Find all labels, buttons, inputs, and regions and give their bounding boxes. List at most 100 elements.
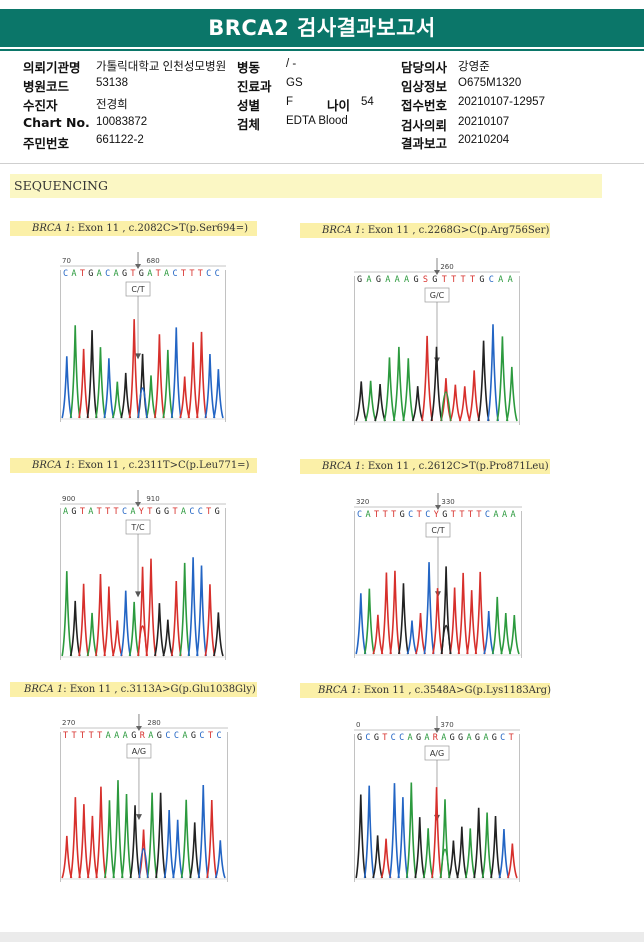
base-letter: C <box>399 733 404 743</box>
trace-peak <box>457 572 469 655</box>
trace-peak <box>468 370 481 422</box>
base-letter: T <box>80 731 85 741</box>
trace-peak <box>487 324 499 422</box>
base-letter: T <box>63 731 68 741</box>
base-letter: A <box>114 731 119 741</box>
variant-caption: BRCA 1: Exon 11 , c.3548A>G(p.Lys1183Arg… <box>300 683 551 698</box>
label-chart-no: Chart No. <box>23 115 90 130</box>
gene-name: BRCA 1 <box>32 223 72 234</box>
base-letter: T <box>80 507 85 517</box>
value-department: GS <box>286 77 303 89</box>
base-letter: A <box>441 733 446 743</box>
label-ward: 병동 <box>237 60 261 75</box>
trace-peak-secondary <box>440 848 450 879</box>
trace-peak <box>187 342 199 419</box>
scale-label-mid: 260 <box>440 263 453 271</box>
base-letter: T <box>172 507 177 517</box>
trace-peak <box>204 354 216 419</box>
trace-peak <box>440 378 452 422</box>
trace-peak <box>112 780 124 879</box>
trace-peak <box>197 785 209 879</box>
trace-peak <box>162 349 174 419</box>
trace-peak <box>414 817 426 879</box>
base-letter: T <box>198 269 203 279</box>
variant-desc: : Exon 11 , c.3548A>G(p.Lys1183Arg) <box>357 685 551 696</box>
base-letter: C <box>391 733 396 743</box>
trace-peak <box>121 793 132 879</box>
base-letter: T <box>459 510 464 520</box>
trace-peak <box>212 612 224 657</box>
base-letter: A <box>424 733 429 743</box>
base-letter: T <box>451 275 456 285</box>
trace-peak-secondary <box>137 387 148 419</box>
base-letter: T <box>89 731 94 741</box>
base-letter: A <box>408 733 413 743</box>
base-letter: C <box>63 269 68 279</box>
value-receipt-number: 20210107-12957 <box>458 96 545 108</box>
header-rule <box>0 49 644 51</box>
trace-peak <box>491 596 503 655</box>
base-letter: T <box>442 275 447 285</box>
value-requesting-institution: 가톨릭대학교 인천성모병원 <box>96 61 227 73</box>
variant-desc: : Exon 11 , c.2082C>T(p.Ser694=) <box>71 223 249 234</box>
base-letter: T <box>80 269 85 279</box>
trace-peak <box>431 787 442 879</box>
trace-peak <box>363 785 375 879</box>
trace-peak <box>120 590 132 657</box>
base-letter: G <box>157 731 162 741</box>
trace-peak <box>397 797 409 879</box>
base-letter: T <box>383 510 388 520</box>
gene-name: BRCA 1 <box>318 685 358 696</box>
base-letter: A <box>147 269 152 279</box>
label-test-requested: 검사의뢰 <box>401 118 448 133</box>
trace-peak <box>189 822 201 879</box>
base-letter: A <box>483 733 488 743</box>
label-resident-number: 주민번호 <box>23 136 70 151</box>
gene-name: BRCA 1 <box>32 460 72 471</box>
chromatogram: 0 370 G C G T C C A G A R A G G A G A G C T A/G <box>354 716 520 882</box>
base-letter: G <box>215 507 220 517</box>
label-result-report: 결과보고 <box>401 136 448 151</box>
base-letter: T <box>509 733 514 743</box>
base-letter: C <box>216 731 221 741</box>
chromatogram: 320 330 C A T T T G C T C Y G T T T T C A A A C/T <box>354 493 522 658</box>
variant-caption: BRCA 1: Exon 11 , c.2268G>C(p.Arg756Ser) <box>300 223 550 238</box>
trace-peak <box>120 372 132 419</box>
base-letter: G <box>191 731 196 741</box>
label-receipt-number: 접수번호 <box>401 98 448 113</box>
trace-peak <box>402 358 415 422</box>
trace-peak <box>196 331 207 419</box>
trace-peak <box>78 804 90 879</box>
base-letter: C <box>365 733 370 743</box>
trace-peak <box>128 601 140 657</box>
variant-caption: BRCA 1: Exon 11 , c.2082C>T(p.Ser694=) <box>10 221 257 236</box>
trace-peak <box>103 800 115 879</box>
base-letter: R <box>140 731 146 741</box>
trace-peak <box>95 786 107 879</box>
base-letter: C <box>122 507 127 517</box>
base-letter: C <box>105 269 110 279</box>
base-letter: C <box>189 507 194 517</box>
sequencing-title: SEQUENCING <box>14 178 108 193</box>
scale-label-mid: 680 <box>146 257 159 265</box>
base-letter: T <box>476 510 481 520</box>
trace-peak <box>187 557 199 657</box>
base-letter: C <box>206 269 211 279</box>
value-specimen: EDTA Blood <box>286 115 348 127</box>
trace-peak <box>406 620 418 655</box>
value-result-report: 20210204 <box>458 134 510 146</box>
value-ward: / - <box>286 58 297 70</box>
trace-peak <box>206 799 218 879</box>
base-letter: G <box>479 275 484 285</box>
base-letter: A <box>114 269 119 279</box>
gene-name: BRCA 1 <box>322 225 362 236</box>
page-bottom-band <box>0 932 644 942</box>
trace-peak <box>78 583 90 657</box>
label-specimen: 검체 <box>237 117 261 132</box>
base-letter: C <box>500 733 505 743</box>
base-letter: G <box>492 733 497 743</box>
base-letter: A <box>385 275 390 285</box>
trace-peak <box>474 571 486 655</box>
